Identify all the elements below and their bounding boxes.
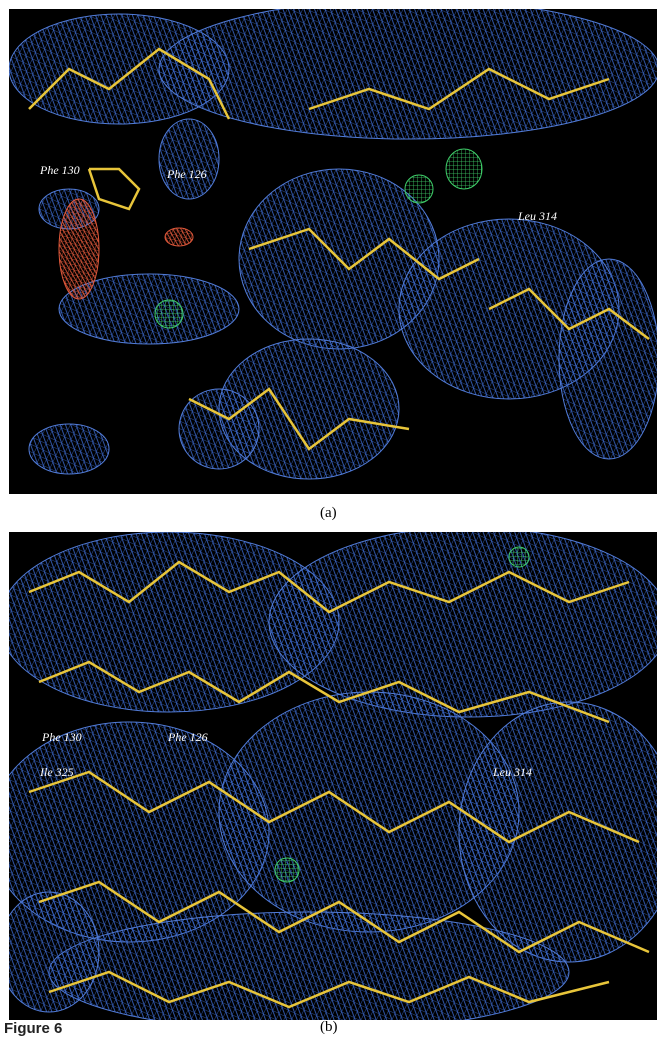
residue-label: Phe 130 bbox=[42, 730, 82, 745]
panel-b: Phe 130 Phe 126 Ile 325 Leu 314 bbox=[9, 532, 657, 1020]
residue-label: Leu 314 bbox=[518, 209, 557, 224]
residue-label: Leu 314 bbox=[493, 765, 532, 780]
panel-a: Phe 130 Phe 126 Leu 314 bbox=[9, 9, 657, 494]
panel-caption: (b) bbox=[320, 1019, 338, 1036]
density-map bbox=[9, 9, 657, 494]
panel-caption: (a) bbox=[320, 505, 337, 522]
residue-label: Ile 325 bbox=[40, 765, 74, 780]
residue-label: Phe 126 bbox=[167, 167, 207, 182]
figure-label: Figure 6 bbox=[4, 1020, 62, 1037]
page: {"figure_label": "Figure 6", "panels": [… bbox=[0, 0, 666, 1039]
residue-label: Phe 126 bbox=[168, 730, 208, 745]
residue-label: Phe 130 bbox=[40, 163, 80, 178]
density-map bbox=[9, 532, 657, 1020]
